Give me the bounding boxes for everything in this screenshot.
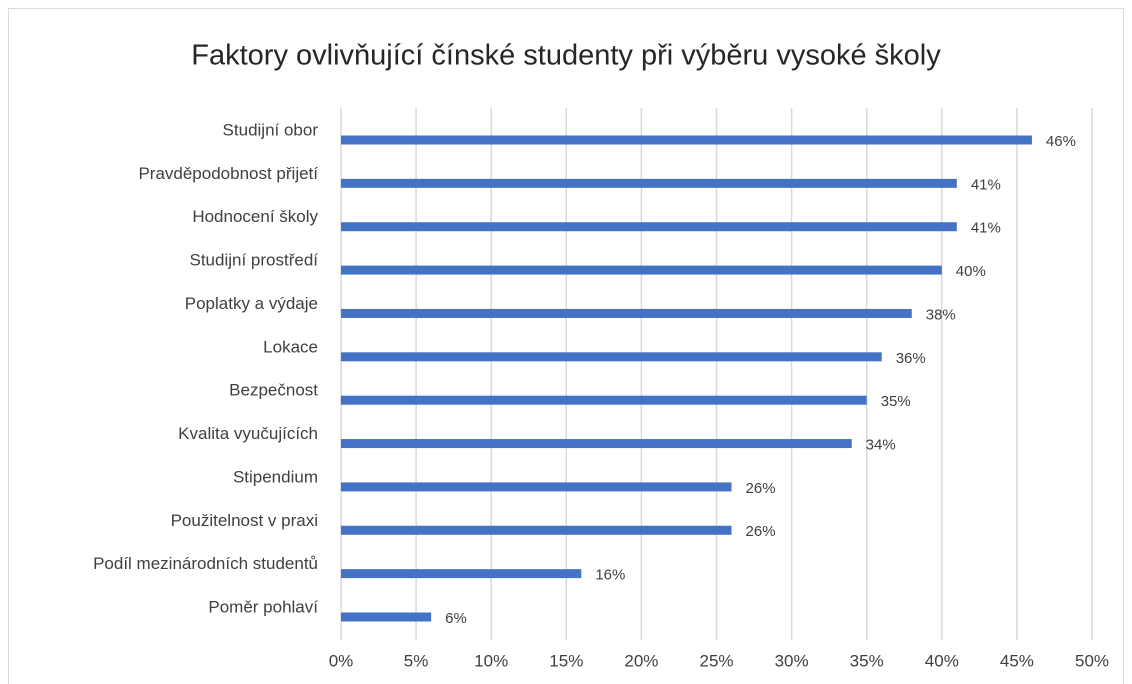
x-tick-label: 20%: [624, 651, 658, 670]
bar: [341, 308, 912, 318]
y-tick-label: Poměr pohlaví: [208, 597, 318, 616]
data-label: 6%: [445, 610, 467, 627]
y-tick-label: Pravděpodobnost přijetí: [138, 164, 318, 183]
bar: [341, 439, 852, 449]
data-label: 46%: [1046, 133, 1076, 150]
x-tick-label: 50%: [1075, 651, 1109, 670]
x-tick-label: 0%: [329, 651, 354, 670]
x-tick-label: 5%: [404, 651, 429, 670]
bar: [341, 265, 942, 275]
bar: [341, 222, 957, 232]
bar: [341, 135, 1032, 145]
y-tick-label: Lokace: [263, 337, 318, 356]
y-tick-label: Hodnocení školy: [192, 207, 318, 226]
data-label: 16%: [595, 567, 625, 584]
bar: [341, 525, 732, 535]
data-label: 36%: [896, 350, 926, 367]
bar: [341, 178, 957, 188]
y-tick-label: Stipendium: [233, 467, 318, 486]
y-tick-label: Studijní prostředí: [189, 251, 318, 270]
x-tick-label: 30%: [775, 651, 809, 670]
y-tick-label: Podíl mezinárodních studentů: [93, 554, 318, 573]
x-tick-label: 45%: [1000, 651, 1034, 670]
y-tick-label: Studijní obor: [223, 120, 319, 139]
data-label: 26%: [746, 480, 776, 497]
y-tick-label: Poplatky a výdaje: [185, 294, 318, 313]
data-label: 41%: [971, 176, 1001, 193]
x-tick-label: 40%: [925, 651, 959, 670]
bar: [341, 482, 732, 492]
bar: [341, 569, 582, 579]
bar: [341, 395, 867, 405]
chart-title: Faktory ovlivňující čínské studenty při …: [191, 40, 941, 72]
x-tick-label: 15%: [549, 651, 583, 670]
x-tick-label: 35%: [850, 651, 884, 670]
y-tick-label: Kvalita vyučujících: [178, 424, 318, 443]
data-label: 38%: [926, 306, 956, 323]
data-label: 41%: [971, 220, 1001, 237]
data-label: 34%: [866, 437, 896, 454]
data-label: 40%: [956, 263, 986, 280]
bar: [341, 612, 432, 622]
data-label: 26%: [746, 523, 776, 540]
data-label: 35%: [881, 393, 911, 410]
bar: [341, 352, 882, 362]
x-tick-label: 25%: [699, 651, 733, 670]
y-tick-label: Bezpečnost: [229, 381, 318, 400]
x-tick-label: 10%: [474, 651, 508, 670]
y-tick-label: Použitelnost v praxi: [171, 511, 318, 530]
